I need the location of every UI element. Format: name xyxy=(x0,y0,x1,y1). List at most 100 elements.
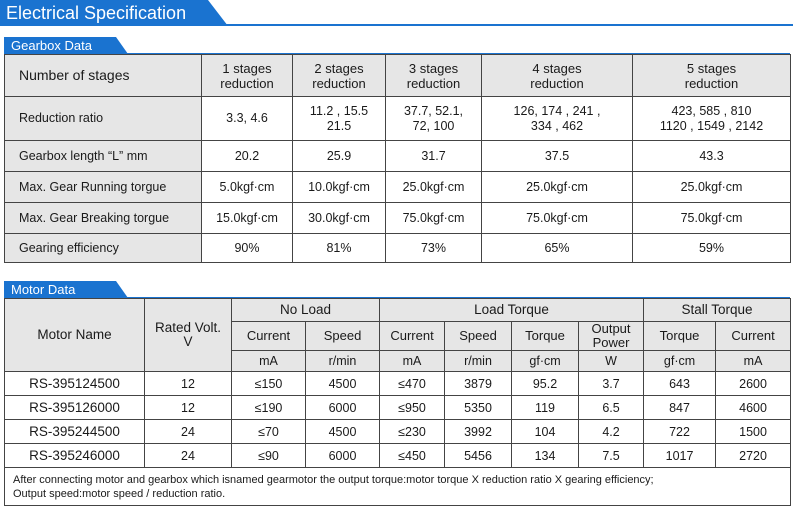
table-cell: 95.2 xyxy=(511,371,580,396)
unit-cell: r/min xyxy=(444,350,513,372)
table-cell: 5456 xyxy=(444,443,513,468)
table-cell: 6000 xyxy=(304,395,381,420)
subheader-cell: Current xyxy=(379,321,446,351)
table-row: Gearing efficiency 90% 81% 73% 65% 59% xyxy=(4,233,791,263)
table-cell: ≤190 xyxy=(231,395,306,420)
table-cell: 25.0kgf·cm xyxy=(481,171,633,203)
motor-name: RS-395246000 xyxy=(4,443,145,468)
stall-torque-header: Stall Torque xyxy=(643,298,792,322)
cell-line: 423, 585 , 810 xyxy=(671,103,752,118)
page-title: Electrical Specification xyxy=(6,3,187,23)
table-cell: 4500 xyxy=(304,419,381,444)
stage-header-line: 5 stages xyxy=(686,60,737,76)
rated-volt: 24 xyxy=(144,443,232,468)
row-label: Max. Gear Breaking torgue xyxy=(4,202,202,234)
stage-header-line: reduction xyxy=(406,75,461,91)
row-label: Max. Gear Running torgue xyxy=(4,171,202,203)
subheader-cell: Torque xyxy=(511,321,580,351)
motor-name: RS-395244500 xyxy=(4,419,145,444)
title-banner-rule xyxy=(0,24,793,26)
table-cell: 1500 xyxy=(715,419,792,444)
table-cell: ≤90 xyxy=(231,443,306,468)
table-cell: 15.0kgf·cm xyxy=(201,202,293,234)
table-cell: 3.3, 4.6 xyxy=(201,96,293,141)
table-cell: 65% xyxy=(481,233,633,263)
table-cell: 847 xyxy=(643,395,717,420)
title-banner-bar xyxy=(0,0,228,26)
cell-line: 1120 , 1549 , 2142 xyxy=(659,118,764,133)
table-cell: 20.2 xyxy=(201,140,293,172)
table-cell: ≤150 xyxy=(231,371,306,396)
rated-volt-header: Rated Volt. V xyxy=(144,298,232,372)
unit-cell: r/min xyxy=(304,350,381,372)
gearbox-section-title: Gearbox Data xyxy=(11,38,92,53)
stage-header-line: reduction xyxy=(530,75,584,91)
stage-header-line: reduction xyxy=(312,75,366,91)
gearbox-header-row: Number of stages 1 stages reduction 2 sta… xyxy=(4,54,791,97)
subheader-cell: Current xyxy=(715,321,792,351)
footnote-line: After connecting motor and gearbox which… xyxy=(13,473,654,486)
table-cell: ≤470 xyxy=(379,371,446,396)
stage-header-line: 3 stages xyxy=(408,60,459,76)
table-cell: 6000 xyxy=(304,443,381,468)
cell-line: 37.7, 52.1, xyxy=(403,103,464,118)
table-cell: ≤230 xyxy=(379,419,446,444)
table-cell: 423, 585 , 810 1120 , 1549 , 2142 xyxy=(632,96,791,141)
gearbox-tab-shape xyxy=(4,37,128,54)
unit-cell: mA xyxy=(379,350,446,372)
footnote-line: Output speed:motor speed / reduction rat… xyxy=(13,487,226,500)
motor-name-header: Motor Name xyxy=(4,298,145,372)
motor-tab-shape xyxy=(4,281,128,298)
stage-header: 5 stages reduction xyxy=(632,54,791,97)
cell-line: 72, 100 xyxy=(412,118,455,133)
rated-volt: 24 xyxy=(144,419,232,444)
motor-name: RS-395126000 xyxy=(4,395,145,420)
table-row: RS-395124500 12 ≤150 4500 ≤470 3879 95.2… xyxy=(4,371,792,396)
unit-cell: gf·cm xyxy=(511,350,580,372)
table-cell: 37.5 xyxy=(481,140,633,172)
table-cell: ≤950 xyxy=(379,395,446,420)
row-label: Gearing efficiency xyxy=(4,233,202,263)
subheader-cell: Output Power xyxy=(578,321,645,351)
gearbox-table: Number of stages 1 stages reduction 2 sta… xyxy=(4,54,791,263)
table-row: Max. Gear Running torgue 5.0kgf·cm 10.0k… xyxy=(4,171,791,203)
table-cell: 31.7 xyxy=(385,140,482,172)
table-cell: 722 xyxy=(643,419,717,444)
subheader-cell: Torque xyxy=(643,321,717,351)
table-cell: ≤450 xyxy=(379,443,446,468)
table-row: RS-395246000 24 ≤90 6000 ≤450 5456 134 7… xyxy=(4,443,792,468)
table-cell: 43.3 xyxy=(632,140,791,172)
table-cell: 81% xyxy=(292,233,386,263)
table-cell: 75.0kgf·cm xyxy=(385,202,482,234)
gearbox-tab-rule xyxy=(4,53,790,54)
rated-volt: 12 xyxy=(144,371,232,396)
number-of-stages-header: Number of stages xyxy=(4,54,202,97)
cell-line: 3.3, 4.6 xyxy=(226,111,268,125)
table-cell: 25.0kgf·cm xyxy=(632,171,791,203)
table-cell: 25.9 xyxy=(292,140,386,172)
footnote: After connecting motor and gearbox which… xyxy=(3,467,792,506)
table-cell: 90% xyxy=(201,233,293,263)
motor-name: RS-395124500 xyxy=(4,371,145,396)
table-row: RS-395244500 24 ≤70 4500 ≤230 3992 104 4… xyxy=(4,419,792,444)
table-cell: ≤70 xyxy=(231,419,306,444)
stage-header-line: 4 stages xyxy=(532,60,582,76)
motor-group-row: Motor Name Rated Volt. V No Load Load Tor… xyxy=(4,298,792,372)
table-cell: 126, 174 , 241 , 334 , 462 xyxy=(481,96,633,141)
subheader-cell: Current xyxy=(231,321,306,351)
motor-unit-row: mA r/min mA r/min gf·cm W gf·cm mA xyxy=(5,350,792,372)
table-row: Gearbox length “L” mm 20.2 25.9 31.7 37.… xyxy=(4,140,791,172)
unit-cell: mA xyxy=(231,350,306,372)
row-label: Reduction ratio xyxy=(4,96,202,141)
table-cell: 37.7, 52.1, 72, 100 xyxy=(385,96,482,141)
table-cell: 4600 xyxy=(715,395,792,420)
stage-header-line: 2 stages xyxy=(314,60,364,76)
cell-line: 21.5 xyxy=(326,118,352,133)
table-cell: 643 xyxy=(643,371,717,396)
table-cell: 104 xyxy=(511,419,580,444)
table-cell: 4500 xyxy=(304,371,381,396)
subheader-line: Power xyxy=(592,335,630,350)
table-cell: 2720 xyxy=(715,443,792,468)
table-cell: 10.0kgf·cm xyxy=(292,171,386,203)
table-cell: 3.7 xyxy=(578,371,645,396)
